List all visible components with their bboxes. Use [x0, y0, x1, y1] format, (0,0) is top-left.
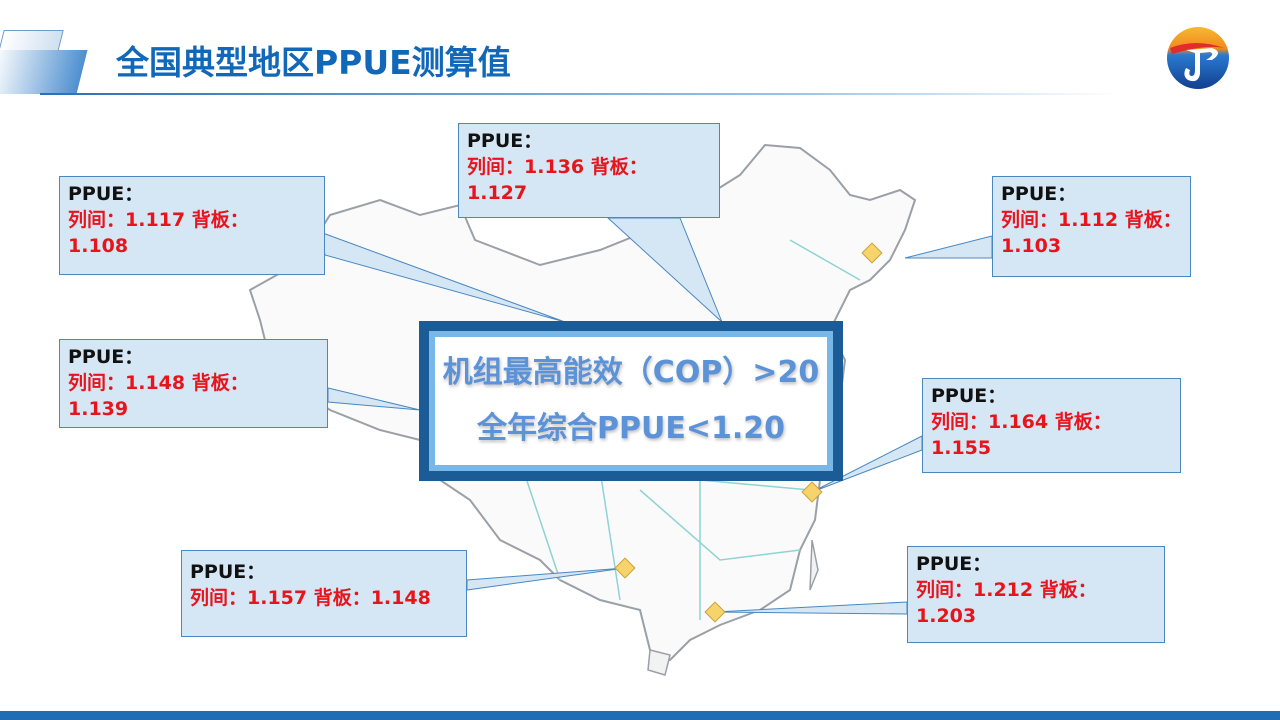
callout-label: PPUE： [467, 130, 543, 152]
callout-region-5: PPUE： 列间：1.164 背板：1.155 [922, 378, 1181, 473]
callout-region-7: PPUE： 列间：1.212 背板：1.203 [907, 546, 1165, 643]
location-marker [614, 557, 636, 579]
callout-pointer [606, 217, 723, 323]
callout-region-2: PPUE： 列间：1.136 背板：1.127 [458, 123, 720, 218]
callout-pointer [904, 235, 993, 259]
callout-pointer [466, 567, 626, 591]
callout-region-1: PPUE： 列间：1.117 背板：1.108 [59, 176, 325, 275]
callout-value: 列间：1.164 背板：1.155 [931, 411, 1112, 459]
footer-bar [0, 711, 1280, 720]
location-marker [704, 601, 726, 623]
callout-value: 列间：1.117 背板：1.108 [68, 209, 249, 257]
location-marker [801, 481, 823, 503]
callout-label: PPUE： [931, 385, 1007, 407]
location-marker [861, 242, 883, 264]
callout-label: PPUE： [68, 183, 144, 205]
company-logo [1167, 27, 1229, 89]
callout-label: PPUE： [916, 553, 992, 575]
title-divider [40, 93, 1120, 95]
callout-value: 列间：1.112 背板：1.103 [1001, 209, 1182, 257]
page-title: 全国典型地区PPUE测算值 [116, 43, 511, 82]
callout-region-6: PPUE： 列间：1.157 背板：1.148 [181, 550, 467, 637]
callout-pointer [327, 387, 421, 411]
callout-value: 列间：1.157 背板：1.148 [190, 587, 431, 609]
callout-region-3: PPUE： 列间：1.112 背板：1.103 [992, 176, 1191, 277]
callout-value: 列间：1.212 背板：1.203 [916, 579, 1097, 627]
callout-value: 列间：1.136 背板：1.127 [467, 156, 648, 204]
callout-label: PPUE： [1001, 183, 1077, 205]
summary-cop: 机组最高能效（COP）>20 [442, 355, 820, 390]
callout-label: PPUE： [68, 346, 144, 368]
summary-box: 机组最高能效（COP）>20 全年综合PPUE<1.20 [419, 321, 843, 481]
summary-ppue: 全年综合PPUE<1.20 [477, 411, 785, 446]
callout-value: 列间：1.148 背板：1.139 [68, 372, 249, 420]
callout-region-4: PPUE： 列间：1.148 背板：1.139 [59, 339, 328, 428]
callout-label: PPUE： [190, 561, 266, 583]
